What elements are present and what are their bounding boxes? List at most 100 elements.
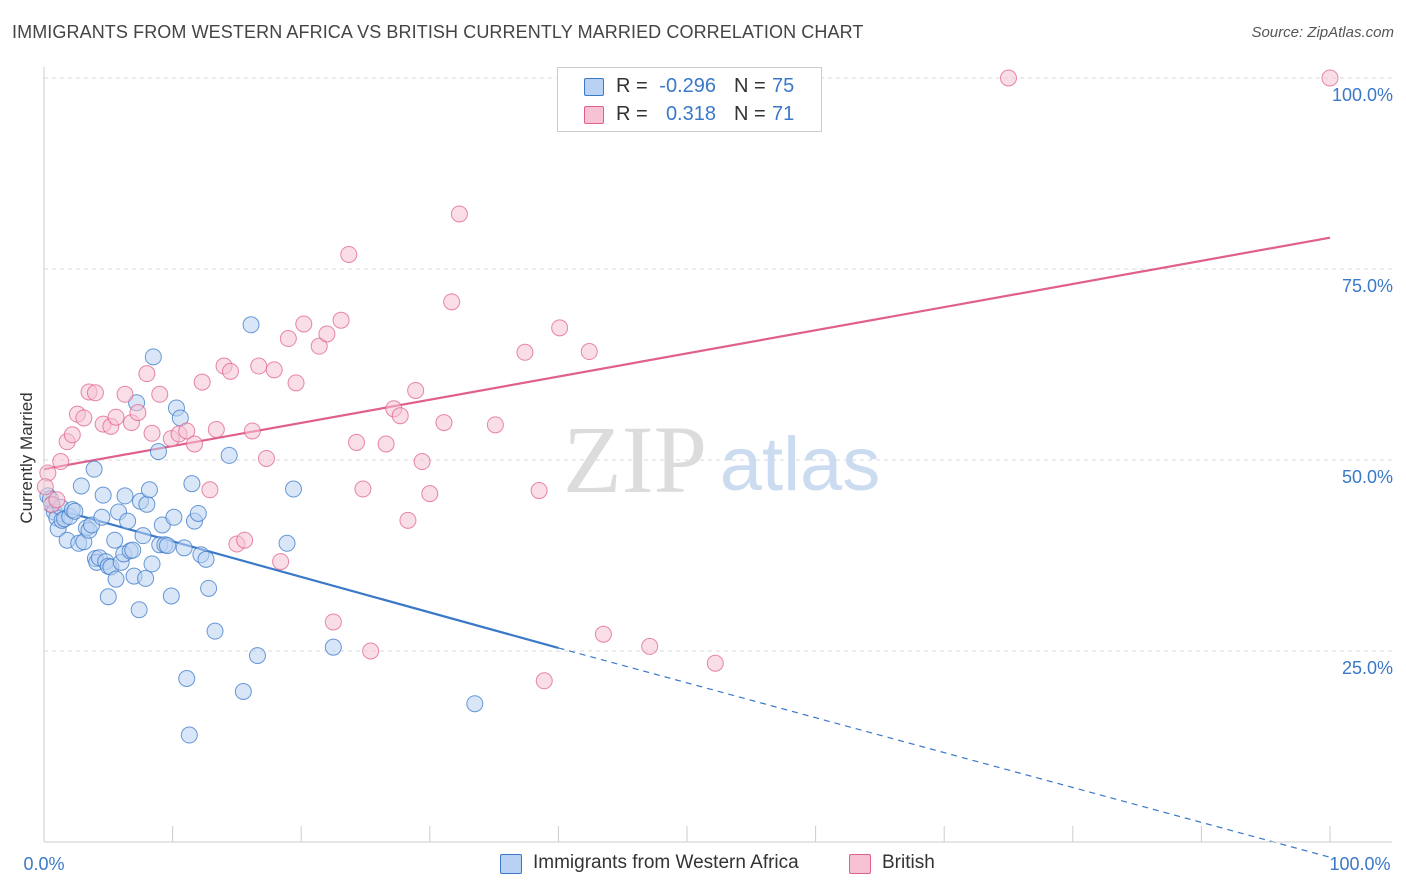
british-point: [706, 654, 724, 672]
western-africa-point: [324, 638, 342, 656]
british-point: [318, 325, 336, 343]
western-africa-point: [124, 541, 142, 559]
british-point: [324, 613, 342, 631]
western-africa-point: [93, 508, 111, 526]
western-africa-point: [72, 477, 90, 495]
british-point: [279, 330, 297, 348]
british-point: [236, 531, 254, 549]
western-africa-point: [85, 460, 103, 478]
british-point: [486, 416, 504, 434]
british-point: [530, 482, 548, 500]
british-point: [265, 361, 283, 379]
western-africa-point: [149, 443, 167, 461]
n-value: 75: [772, 75, 795, 97]
british-point: [450, 205, 468, 223]
series-1: [36, 69, 1339, 690]
british-point: [287, 374, 305, 392]
western-africa-legend-swatch: [500, 854, 522, 874]
western-africa-trend-extension: [558, 647, 1331, 858]
western-africa-point: [178, 670, 196, 688]
x-tick-label: 100.0%: [1329, 854, 1390, 874]
western-africa-point: [180, 726, 198, 744]
british-point: [36, 478, 54, 496]
british-point: [377, 435, 395, 453]
british-point: [535, 672, 553, 690]
british-point: [340, 245, 358, 263]
western-africa-point: [130, 601, 148, 619]
series-0: [39, 316, 484, 744]
british-point: [354, 480, 372, 498]
british-point: [1321, 69, 1339, 87]
x-tick-label: 0.0%: [23, 854, 64, 874]
british-point: [243, 422, 261, 440]
western-africa-point: [197, 550, 215, 568]
british-point: [86, 384, 104, 402]
western-africa-point: [248, 647, 266, 665]
western-africa-point: [119, 512, 137, 530]
western-africa-point: [137, 569, 155, 587]
british-point: [295, 315, 313, 333]
british-point: [75, 409, 93, 427]
western-africa-point: [106, 531, 124, 549]
western-africa-point: [200, 579, 218, 597]
british-point: [1000, 69, 1017, 87]
chart-source: Source: ZipAtlas.com: [1251, 24, 1394, 41]
western-africa-point: [94, 486, 112, 504]
y-tick-label: 25.0%: [1342, 658, 1393, 678]
stats-legend-row-british: R = 0.318 N = 71: [558, 100, 821, 128]
british-point: [129, 404, 147, 422]
western-africa-point: [278, 534, 296, 552]
british-point: [185, 435, 203, 453]
legend-label: British: [882, 852, 935, 873]
western-africa-trend-line: [43, 504, 559, 650]
british-point: [421, 485, 439, 503]
british-point: [551, 319, 569, 337]
western-africa-point: [138, 495, 156, 513]
n-value: 71: [772, 103, 795, 125]
stats-legend-row-western-africa: R = -0.296 N = 75: [558, 72, 821, 100]
british-point: [641, 637, 659, 655]
watermark-atlas: atlas: [720, 422, 881, 507]
y-tick-label: 100.0%: [1332, 85, 1393, 105]
watermark-zip: ZIP: [563, 406, 707, 513]
r-value: 0.318: [665, 103, 716, 125]
british-point: [347, 433, 365, 451]
british-point: [39, 464, 57, 482]
british-point: [516, 343, 534, 361]
western-africa-point: [144, 348, 162, 366]
western-africa-point: [175, 539, 193, 557]
british-point: [221, 362, 239, 380]
british-point: [201, 481, 219, 499]
british-point: [443, 293, 461, 311]
british-point: [257, 449, 275, 467]
british-point: [63, 426, 81, 444]
r-label: R =: [616, 75, 648, 97]
n-label: N =: [734, 103, 766, 125]
western-africa-point: [165, 508, 183, 526]
british-point: [391, 407, 409, 425]
british-point: [272, 553, 290, 571]
western-africa-point: [162, 587, 180, 605]
n-label: N =: [734, 75, 766, 97]
british-point: [138, 365, 156, 383]
british-point: [399, 511, 417, 529]
british-point: [116, 385, 134, 403]
western-africa-swatch: [584, 78, 604, 96]
western-africa-point: [234, 682, 252, 700]
western-africa-point: [158, 537, 176, 555]
r-label: R =: [616, 103, 648, 125]
british-swatch: [584, 106, 604, 124]
british-point: [193, 373, 211, 391]
british-point: [594, 625, 612, 643]
western-africa-point: [183, 475, 201, 493]
western-africa-point: [116, 487, 134, 505]
british-point: [48, 491, 66, 509]
british-point: [435, 414, 453, 432]
british-legend-swatch: [849, 854, 871, 874]
british-point: [178, 422, 196, 440]
british-point: [310, 337, 328, 355]
british-point: [413, 453, 431, 471]
western-africa-point: [143, 555, 161, 573]
british-point: [151, 385, 169, 403]
